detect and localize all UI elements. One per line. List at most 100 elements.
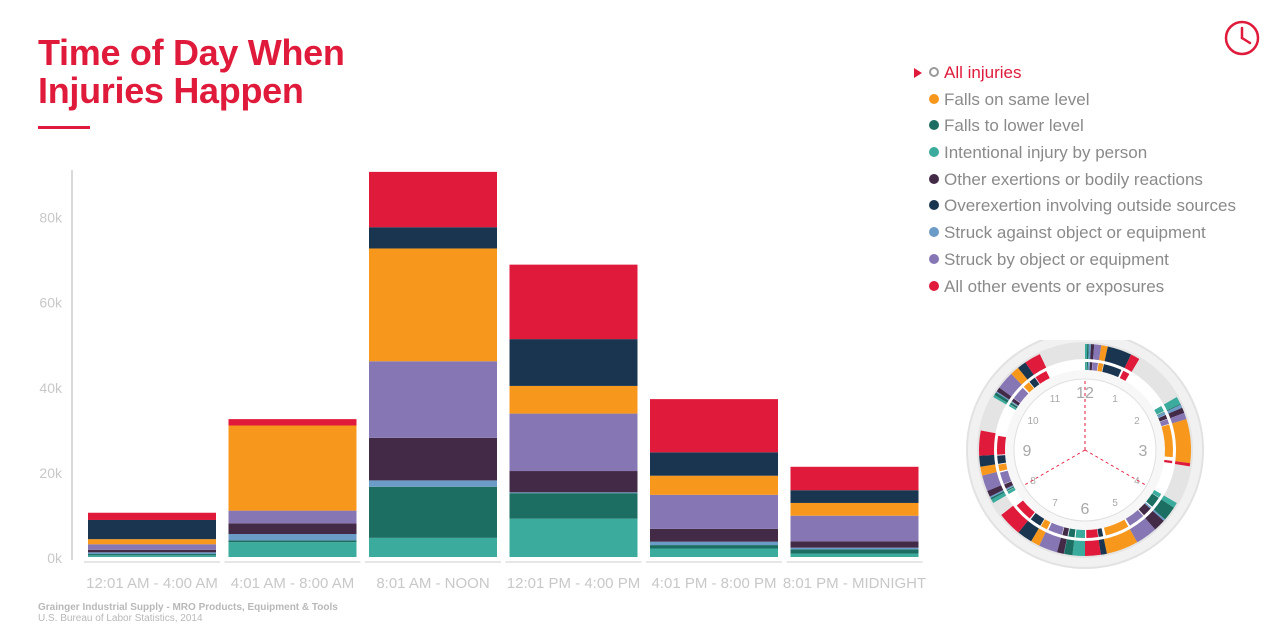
bar-segment[interactable] [650, 541, 778, 546]
bar-segment[interactable] [228, 542, 357, 557]
bar-segment[interactable] [509, 339, 638, 386]
x-tick-label: 4:01 PM - 8:00 PM [651, 575, 776, 592]
ring-segment [998, 463, 1008, 472]
bar-segment[interactable] [509, 471, 638, 493]
bar-segment[interactable] [228, 419, 357, 426]
ring-segment [1097, 528, 1104, 537]
legend-item[interactable]: Falls on same level [914, 87, 1236, 114]
ring-segment [1103, 519, 1129, 536]
legend-item[interactable]: Overexertion involving outside sources [914, 193, 1236, 220]
bar-segment[interactable] [88, 549, 216, 553]
ring-segment [991, 492, 1007, 503]
bar-segment[interactable] [88, 539, 216, 545]
x-tick-label: 4:01 AM - 8:00 AM [231, 575, 354, 592]
ring-segment [1007, 487, 1016, 494]
bar-segment[interactable] [369, 437, 497, 481]
legend-item[interactable]: All injuries [914, 60, 1236, 87]
bar-segment[interactable] [790, 490, 919, 503]
ring-segment [1062, 527, 1069, 537]
bar-segment[interactable] [790, 466, 919, 491]
bar-segment[interactable] [790, 502, 919, 516]
ring-segment [1088, 344, 1092, 360]
ring-segment [999, 470, 1012, 485]
bar-segment[interactable] [88, 552, 216, 555]
bar-segment[interactable] [509, 264, 638, 340]
clock-numeral: 6 [1081, 501, 1090, 518]
title-line-1: Time of Day When [38, 32, 345, 73]
bar-segment[interactable] [650, 545, 778, 549]
bar-segment[interactable] [369, 537, 497, 557]
ring-segment [994, 392, 1009, 403]
bar-segment[interactable] [228, 534, 357, 541]
ring-segment [1001, 505, 1028, 533]
ring-segment [1085, 344, 1088, 360]
clock-numeral: 9 [1023, 443, 1032, 460]
bar-segment[interactable] [509, 492, 638, 494]
legend-label: Falls on same level [944, 89, 1090, 109]
bar-segment[interactable] [790, 541, 919, 548]
ring-segment [1048, 522, 1064, 535]
category-rule [786, 561, 923, 563]
legend-item[interactable]: Struck against object or equipment [914, 220, 1236, 247]
ring-segment [1161, 495, 1177, 508]
bar-segment[interactable] [88, 555, 216, 557]
bar-segment[interactable] [369, 361, 497, 438]
legend-item[interactable]: Other exertions or bodily reactions [914, 167, 1236, 194]
ring-segment [1029, 377, 1040, 388]
bar-segment[interactable] [790, 515, 919, 542]
bar-segment[interactable] [228, 523, 357, 535]
bar-segment[interactable] [228, 510, 357, 524]
bar-segment[interactable] [228, 425, 357, 511]
bar-segment[interactable] [650, 494, 778, 529]
bar-segment[interactable] [650, 548, 778, 557]
bar-segment[interactable] [369, 486, 497, 538]
bar-segment[interactable] [509, 518, 638, 557]
bar-segment[interactable] [88, 512, 216, 520]
ring-segment [993, 394, 1008, 405]
legend-swatch [929, 147, 939, 158]
bar-segment[interactable] [650, 452, 778, 476]
ring-segment [1063, 539, 1068, 554]
ring-segment [1056, 537, 1067, 554]
bar-segment[interactable] [790, 549, 919, 554]
category-rule [646, 561, 782, 563]
bar-segment[interactable] [88, 544, 216, 550]
ring-segment [1006, 485, 1014, 490]
bar-segment[interactable] [509, 493, 638, 519]
bar-segment[interactable] [369, 171, 497, 228]
ring-segment [1089, 362, 1093, 371]
bar-segment[interactable] [369, 480, 497, 487]
ring-segment [1145, 510, 1164, 530]
ring-segment [1023, 382, 1034, 393]
x-tick-label: 12:01 AM - 4:00 AM [86, 575, 218, 592]
legend-item[interactable]: Falls to lower level [914, 113, 1236, 140]
bar-segment[interactable] [88, 519, 216, 540]
bar-segment[interactable] [790, 547, 919, 550]
bar-segment[interactable] [650, 399, 778, 453]
bar-segment[interactable] [369, 227, 497, 249]
ring-segment [1161, 424, 1173, 458]
ring-segment [1086, 362, 1089, 371]
bar-segment[interactable] [509, 413, 638, 472]
bar-segment[interactable] [650, 475, 778, 495]
bar-segment[interactable] [88, 554, 216, 556]
ring-segment [1011, 401, 1019, 407]
bar-segment[interactable] [369, 248, 497, 362]
bar-segment[interactable] [228, 540, 357, 543]
legend-item[interactable]: Struck by object or equipment [914, 247, 1236, 274]
clock-numeral: 3 [1139, 443, 1148, 460]
ring-segment [1067, 528, 1070, 537]
legend-swatch [929, 253, 939, 264]
clock-numeral: 2 [1134, 416, 1140, 427]
legend-item[interactable]: Intentional injury by person [914, 140, 1236, 167]
ring-segment [1103, 529, 1138, 554]
ring-segment [1098, 539, 1107, 555]
legend-swatch [929, 120, 939, 131]
legend-item[interactable]: All other events or exposures [914, 274, 1236, 301]
bar-segment[interactable] [650, 528, 778, 542]
ring-segment [997, 455, 1007, 464]
ring-segment [1152, 509, 1166, 521]
clock-icon[interactable] [1224, 20, 1260, 56]
bar-segment[interactable] [509, 385, 638, 414]
bar-segment[interactable] [790, 553, 919, 557]
